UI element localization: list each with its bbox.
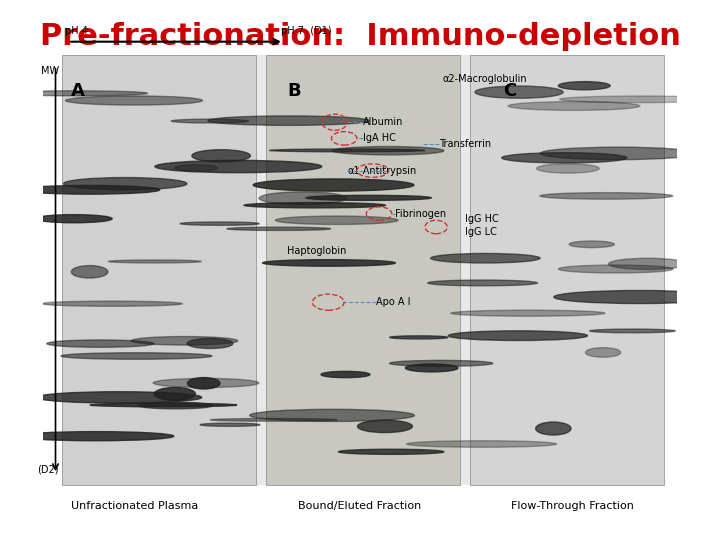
Bar	[62, 55, 256, 485]
Ellipse shape	[253, 179, 414, 191]
Ellipse shape	[407, 441, 557, 447]
Ellipse shape	[47, 340, 154, 347]
Text: IgA HC: IgA HC	[363, 133, 396, 144]
Ellipse shape	[180, 222, 259, 225]
Ellipse shape	[451, 310, 605, 316]
Ellipse shape	[192, 150, 251, 162]
Ellipse shape	[585, 348, 621, 357]
Ellipse shape	[210, 418, 338, 421]
Ellipse shape	[244, 202, 385, 208]
Ellipse shape	[42, 301, 182, 306]
Text: Albumin: Albumin	[363, 117, 403, 127]
Text: Apo A I: Apo A I	[376, 297, 410, 307]
Ellipse shape	[536, 422, 571, 435]
Ellipse shape	[63, 178, 187, 190]
Ellipse shape	[502, 153, 627, 163]
Text: pH 4: pH 4	[65, 26, 88, 36]
Ellipse shape	[19, 185, 160, 194]
Ellipse shape	[139, 402, 212, 409]
Text: Fibrinogen: Fibrinogen	[395, 208, 446, 219]
Ellipse shape	[428, 280, 537, 286]
Text: α1-Antitrypsin: α1-Antitrypsin	[347, 166, 417, 176]
Ellipse shape	[559, 96, 720, 103]
Ellipse shape	[171, 119, 248, 123]
Ellipse shape	[608, 258, 687, 269]
Ellipse shape	[508, 102, 640, 110]
Ellipse shape	[187, 339, 233, 348]
Ellipse shape	[154, 388, 195, 400]
Ellipse shape	[306, 195, 431, 200]
Text: α2-Macroglobulin: α2-Macroglobulin	[443, 75, 527, 84]
Ellipse shape	[90, 403, 237, 407]
Bar	[470, 55, 665, 485]
Ellipse shape	[35, 214, 112, 223]
Ellipse shape	[590, 329, 675, 333]
Ellipse shape	[405, 364, 458, 372]
Bar	[266, 55, 460, 485]
Ellipse shape	[333, 146, 444, 155]
Ellipse shape	[275, 216, 398, 225]
Ellipse shape	[338, 449, 444, 454]
Text: Haptoglobin: Haptoglobin	[287, 246, 346, 256]
Ellipse shape	[390, 336, 448, 339]
Ellipse shape	[536, 164, 599, 173]
Ellipse shape	[431, 253, 540, 263]
Text: Flow-Through Fraction: Flow-Through Fraction	[511, 501, 634, 511]
Ellipse shape	[540, 193, 672, 199]
Ellipse shape	[259, 192, 346, 205]
Ellipse shape	[559, 265, 673, 273]
Ellipse shape	[569, 241, 614, 248]
Ellipse shape	[475, 86, 563, 98]
Ellipse shape	[66, 96, 202, 105]
Ellipse shape	[0, 91, 148, 96]
Text: (D2): (D2)	[37, 464, 59, 474]
Ellipse shape	[357, 420, 413, 433]
Ellipse shape	[269, 149, 425, 152]
Ellipse shape	[17, 431, 174, 441]
Text: Transferrin: Transferrin	[439, 139, 492, 148]
Text: IgG HC: IgG HC	[464, 214, 498, 224]
Ellipse shape	[449, 331, 588, 341]
Ellipse shape	[558, 82, 610, 90]
Text: Bound/Eluted Fraction: Bound/Eluted Fraction	[298, 501, 422, 511]
Ellipse shape	[175, 165, 217, 171]
Ellipse shape	[554, 291, 720, 303]
Text: MW: MW	[40, 66, 59, 76]
Text: pH 7  (D1): pH 7 (D1)	[281, 26, 331, 36]
Ellipse shape	[61, 353, 212, 359]
Ellipse shape	[153, 379, 258, 388]
Text: A: A	[71, 82, 85, 100]
Ellipse shape	[200, 423, 260, 427]
Text: B: B	[287, 82, 301, 100]
Ellipse shape	[227, 227, 330, 231]
Bar	[62, 55, 665, 485]
Text: Pre-fractionation:  Immuno-depletion: Pre-fractionation: Immuno-depletion	[40, 22, 680, 51]
Text: C: C	[503, 82, 516, 100]
Ellipse shape	[390, 360, 492, 366]
Ellipse shape	[263, 260, 395, 266]
Text: Unfractionated Plasma: Unfractionated Plasma	[71, 501, 199, 511]
Ellipse shape	[131, 336, 238, 345]
Ellipse shape	[108, 260, 202, 263]
Ellipse shape	[250, 409, 415, 421]
Ellipse shape	[321, 372, 370, 377]
Ellipse shape	[187, 377, 220, 389]
Text: IgG LC: IgG LC	[464, 227, 497, 238]
Ellipse shape	[155, 160, 322, 173]
Ellipse shape	[540, 147, 696, 160]
Ellipse shape	[71, 266, 108, 278]
Ellipse shape	[36, 392, 202, 403]
Ellipse shape	[208, 116, 369, 125]
